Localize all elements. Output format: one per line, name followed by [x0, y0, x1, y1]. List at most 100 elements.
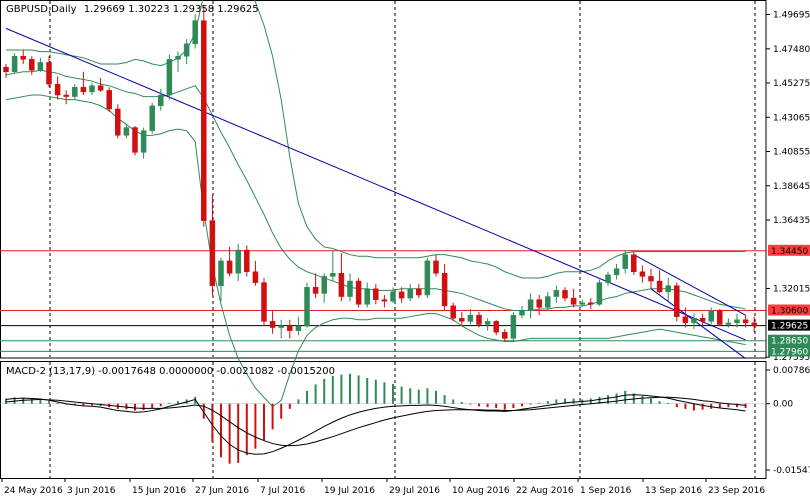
candle-bull	[665, 285, 671, 293]
bollinger-lower-line	[5, 94, 746, 408]
candle-bear	[80, 87, 87, 93]
price-level-box-label: 1.29625	[771, 322, 808, 332]
price-tick-label: 1.40855	[773, 148, 810, 158]
price-level-box-label: 1.34450	[771, 247, 808, 257]
candle-bull	[527, 299, 534, 311]
candle-bear	[46, 62, 52, 85]
candle-bull	[321, 276, 327, 294]
candle-bear	[656, 280, 663, 293]
candle-bear	[63, 94, 69, 97]
channel-lower-trendline	[650, 288, 746, 359]
candle-bull	[295, 325, 302, 331]
price-level-box: 1.28650	[768, 334, 810, 347]
candle-bear	[106, 90, 112, 110]
price-level-box-bg	[768, 345, 810, 357]
time-tick-label: 22 Aug 2016	[516, 486, 574, 496]
candle-bull	[347, 280, 353, 297]
bollinger-middle-line	[5, 69, 746, 311]
candle-bear	[269, 321, 276, 328]
channel-upper-trendline	[633, 254, 746, 316]
time-tick-label: 29 Jul 2016	[389, 486, 440, 496]
candle-bear	[588, 302, 594, 305]
candle-bull	[407, 288, 413, 299]
candle-bull	[613, 268, 620, 276]
time-tick-label: 19 Jul 2016	[324, 486, 375, 496]
price-level-box-label: 1.27960	[771, 347, 808, 357]
candle-bull	[467, 314, 474, 322]
candle-bull	[553, 290, 560, 297]
candle-bull	[484, 321, 491, 325]
price-level-box-bg	[768, 319, 810, 331]
candle-bear	[209, 220, 216, 286]
price-level-box-bg	[768, 304, 810, 316]
macd-tick-label: 0.00	[773, 400, 793, 410]
candle-bull	[140, 130, 147, 153]
candle-bull	[304, 286, 310, 327]
price-level-box: 1.29625	[768, 319, 810, 332]
macd-pane-frame	[0, 361, 767, 479]
symbol-label: GBPUSD,Daily	[6, 4, 77, 15]
price-level-box-label: 1.28650	[771, 337, 808, 347]
candle-bull	[11, 56, 18, 73]
candle-bear	[441, 273, 448, 307]
price-level-box-bg	[768, 334, 810, 346]
candle-bull	[278, 325, 284, 328]
candle-bear	[717, 310, 723, 325]
candle-bull	[149, 105, 155, 131]
candle-bull	[579, 302, 585, 305]
candle-bear	[338, 273, 345, 297]
time-tick-label: 10 Aug 2016	[452, 486, 510, 496]
candle-bear	[536, 299, 542, 308]
candle-bull	[37, 62, 44, 71]
macd-label: MACD-2 (13,17,9) -0.0017648 0.0000000 -0…	[6, 366, 335, 377]
candle-bull	[605, 274, 611, 283]
candle-bull	[390, 291, 396, 302]
candle-bear	[682, 316, 689, 324]
candle-bear	[54, 83, 61, 96]
macd-tick-label: -0.0154714	[773, 466, 810, 476]
candle-bull	[622, 254, 628, 269]
main-trendline	[5, 27, 746, 341]
candle-bear	[29, 59, 35, 71]
candle-bear	[493, 321, 499, 333]
candle-bear	[459, 317, 465, 322]
candle-bear	[252, 271, 259, 283]
candle-bull	[364, 288, 370, 305]
price-level-box: 1.34450	[768, 244, 810, 257]
candle-bear	[226, 260, 233, 274]
candle-bull	[708, 310, 714, 322]
candle-bear	[398, 291, 405, 299]
time-tick-label: 23 Sep 2016	[708, 486, 765, 496]
time-tick-label: 3 Jun 2016	[67, 486, 116, 496]
bollinger-upper-line	[6, 0, 746, 279]
price-tick-label: 1.32015	[773, 285, 810, 295]
candle-bear	[562, 290, 568, 299]
candle-bear	[476, 314, 482, 325]
candle-bull	[330, 273, 336, 277]
candle-bear	[570, 297, 577, 305]
main-pane-frame	[0, 0, 767, 359]
candle-bull	[519, 310, 525, 316]
ohlc-values: 1.29669 1.30223 1.29358 1.29625	[83, 4, 259, 15]
time-tick-label: 15 Jun 2016	[132, 486, 186, 496]
candle-bear	[97, 85, 104, 91]
candle-bull	[166, 59, 173, 96]
candle-bull	[596, 282, 603, 305]
price-level-box-label: 1.30600	[771, 306, 808, 316]
candle-bull	[123, 127, 130, 136]
symbol-header: GBPUSD,Daily 1.29669 1.30223 1.29358 1.2…	[6, 4, 259, 15]
candle-bull	[158, 94, 164, 107]
price-tick-label: 1.38645	[773, 182, 810, 192]
candle-bull	[725, 322, 732, 325]
candle-bull	[235, 249, 241, 274]
indicator-header: MACD-2 (13,17,9) -0.0017648 0.0000000 -0…	[6, 366, 335, 377]
candle-bull	[183, 43, 190, 57]
candle-bear	[639, 271, 646, 277]
candle-bear	[381, 299, 388, 302]
candle-bull	[510, 314, 517, 339]
price-tick-label: 1.27595	[773, 353, 810, 363]
price-level-box: 1.27960	[768, 345, 810, 357]
candle-bear	[433, 260, 439, 274]
candle-bull	[734, 319, 740, 324]
